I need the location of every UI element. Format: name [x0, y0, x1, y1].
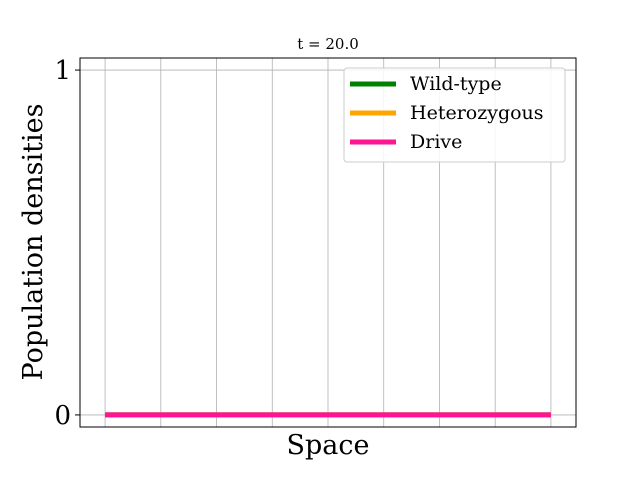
legend-label-drive: Drive	[410, 131, 462, 153]
y-tick-label-0: 0	[54, 401, 71, 431]
legend-box	[343, 67, 566, 163]
plot-frame	[79, 57, 577, 428]
x-axis-label: Space	[287, 430, 370, 461]
y-axis-ticks: 01	[54, 56, 80, 431]
legend-label-wild-type: Wild-type	[410, 73, 502, 95]
y-axis-label: Population densities	[18, 104, 49, 381]
y-tick-label-1: 1	[54, 56, 71, 86]
chart-title: t = 20.0	[297, 35, 359, 53]
legend: Wild-type Heterozygous Drive	[343, 67, 566, 163]
legend-label-heterozygous: Heterozygous	[410, 102, 544, 124]
